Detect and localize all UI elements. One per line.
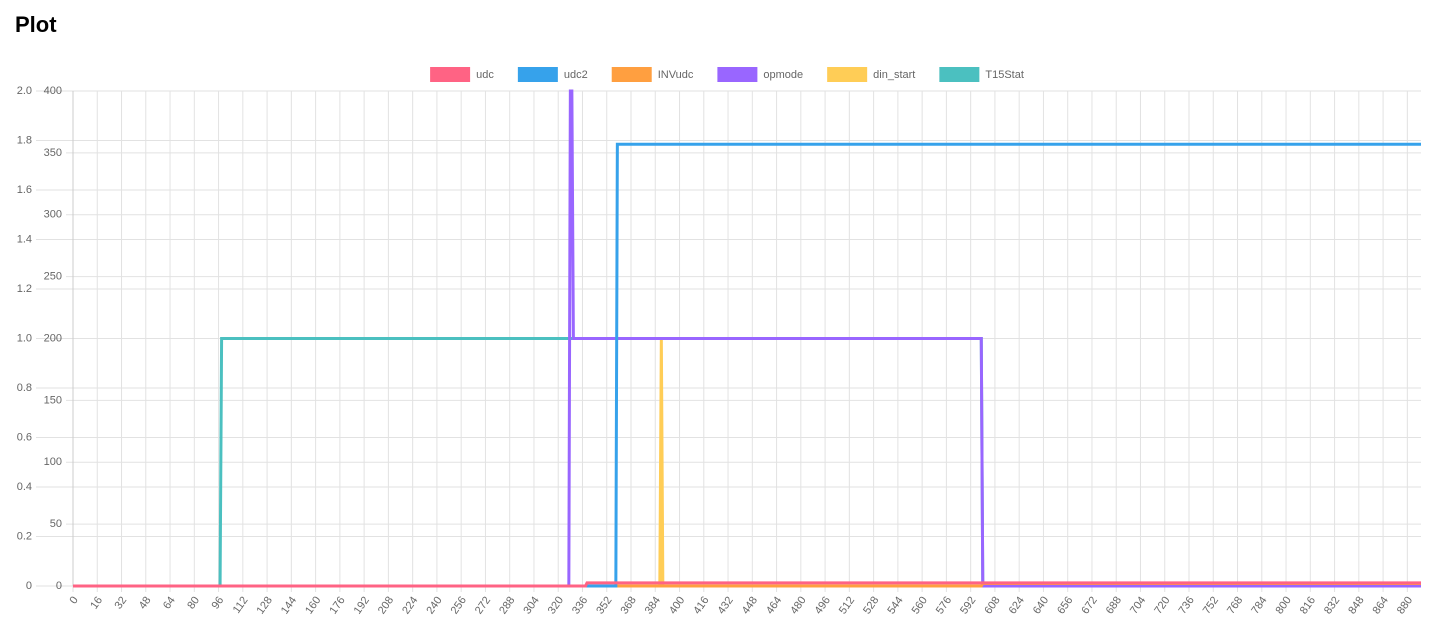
legend-swatch [939, 67, 980, 82]
x-tick-label: 208 [376, 595, 396, 617]
y-tick-label: 0.8 [17, 382, 32, 394]
x-tick-label: 80 [185, 595, 202, 612]
x-tick-label: 96 [210, 595, 227, 612]
y-tick-label: 1.8 [17, 134, 32, 146]
x-tick-label: 496 [813, 595, 833, 617]
x-tick-label: 752 [1201, 595, 1221, 617]
x-tick-label: 304 [521, 595, 541, 617]
y2-tick-label: 350 [44, 147, 62, 159]
y-tick-label: 0.2 [17, 530, 32, 542]
y-tick-label: 0 [26, 580, 32, 592]
x-tick-label: 864 [1371, 595, 1391, 617]
x-tick-label: 352 [594, 595, 614, 617]
series-line [73, 89, 1421, 588]
x-tick-label: 128 [255, 595, 275, 617]
legend-label: din_start [873, 69, 915, 81]
x-tick-label: 784 [1249, 595, 1269, 617]
page-title: Plot [15, 12, 57, 37]
y-tick-label: 1.2 [17, 283, 32, 295]
y-tick-label: 1.0 [17, 332, 32, 344]
x-tick-label: 768 [1225, 595, 1245, 617]
x-tick-label: 16 [88, 595, 105, 612]
x-tick-label: 144 [279, 595, 299, 617]
series-line [73, 142, 1421, 588]
y-tick-label: 0.6 [17, 431, 32, 443]
y-tick-label: 0.4 [17, 481, 32, 493]
y2-tick-label: 300 [44, 209, 62, 221]
legend-label: opmode [763, 69, 803, 81]
legend-label: T15Stat [985, 69, 1024, 81]
x-tick-label: 704 [1128, 595, 1148, 617]
legend-label: udc2 [564, 69, 588, 81]
x-tick-label: 176 [327, 595, 347, 617]
x-tick-label: 688 [1104, 595, 1124, 617]
x-tick-label: 544 [885, 595, 905, 617]
x-tick-label: 288 [497, 595, 517, 617]
x-tick-label: 816 [1298, 595, 1318, 617]
x-tick-label: 0 [67, 595, 80, 607]
legend-swatch [717, 67, 758, 82]
y2-tick-label: 200 [44, 332, 62, 344]
series-line [73, 581, 1421, 588]
y2-tick-label: 100 [44, 456, 62, 468]
x-tick-label: 720 [1152, 595, 1172, 617]
x-tick-label: 464 [764, 595, 784, 617]
x-tick-label: 192 [352, 595, 372, 617]
x-tick-label: 656 [1055, 595, 1075, 617]
y-tick-label: 2.0 [17, 85, 32, 97]
x-tick-label: 512 [837, 595, 857, 617]
x-tick-label: 416 [691, 595, 711, 617]
legend-swatch [827, 67, 868, 82]
x-tick-label: 64 [161, 595, 178, 612]
y2-tick-label: 0 [56, 580, 62, 592]
legend: udc udc2 INVudc opmode din_start T15Stat [430, 67, 1024, 82]
x-tick-label: 32 [113, 595, 130, 612]
y-tick-label: 1.6 [17, 184, 32, 196]
x-tick-label: 384 [643, 595, 663, 617]
x-tick-label: 608 [982, 595, 1002, 617]
legend-label: udc [476, 69, 494, 81]
x-tick-label: 368 [618, 595, 638, 617]
y2-tick-label: 250 [44, 271, 62, 283]
x-tick-label: 400 [667, 595, 687, 617]
x-tick-label: 672 [1079, 595, 1099, 617]
x-tick-label: 256 [449, 595, 469, 617]
x-tick-label: 640 [1031, 595, 1051, 617]
x-tick-label: 848 [1346, 595, 1366, 617]
x-tick-label: 224 [400, 595, 420, 617]
x-tick-label: 832 [1322, 595, 1342, 617]
x-tick-label: 160 [303, 595, 323, 617]
x-tick-label: 448 [740, 595, 760, 617]
x-tick-label: 528 [861, 595, 881, 617]
legend-swatch [517, 67, 558, 82]
x-tick-label: 560 [910, 595, 930, 617]
x-tick-label: 480 [788, 595, 808, 617]
x-tick-label: 272 [473, 595, 493, 617]
x-tick-label: 576 [934, 595, 954, 617]
x-tick-label: 240 [424, 595, 444, 617]
x-tick-label: 800 [1274, 595, 1294, 617]
legend-swatch [430, 67, 471, 82]
x-tick-label: 432 [716, 595, 736, 617]
x-tick-label: 592 [958, 595, 978, 617]
x-tick-label: 736 [1176, 595, 1196, 617]
legend-label: INVudc [658, 69, 694, 81]
y2-tick-label: 400 [44, 85, 62, 97]
y2-tick-label: 50 [50, 518, 62, 530]
x-tick-label: 624 [1007, 595, 1027, 617]
y2-tick-label: 150 [44, 394, 62, 406]
y-tick-label: 1.4 [17, 233, 32, 245]
x-tick-label: 880 [1395, 595, 1415, 617]
x-tick-label: 48 [137, 595, 154, 612]
x-tick-label: 336 [570, 595, 590, 617]
x-tick-label: 112 [231, 595, 251, 616]
legend-swatch [611, 67, 652, 82]
x-tick-label: 320 [546, 595, 566, 617]
